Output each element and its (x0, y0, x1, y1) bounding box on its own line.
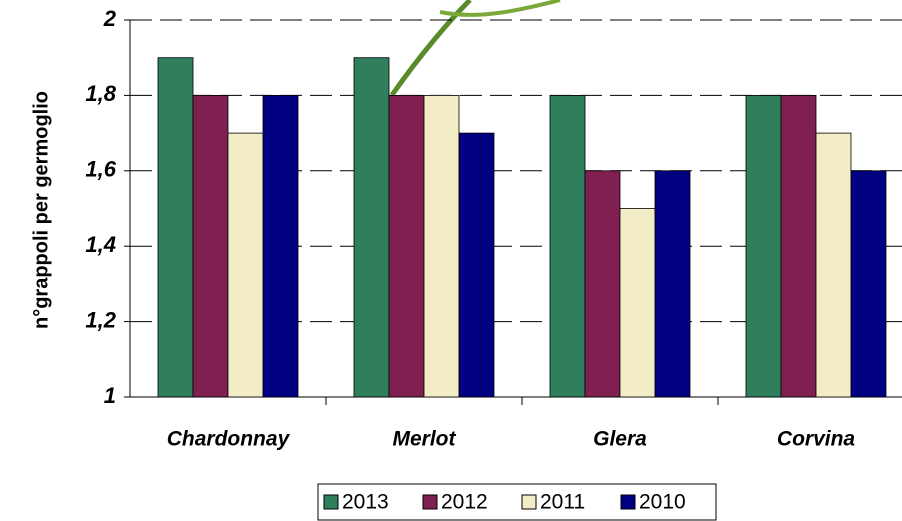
x-tick-label: Merlot (393, 428, 457, 451)
legend-swatch (620, 494, 636, 510)
legend-label: 2013 (342, 491, 389, 514)
y-tick-label: 1,4 (85, 232, 116, 257)
bar (745, 95, 782, 398)
y-tick-label: 1 (104, 383, 116, 408)
legend-label: 2012 (441, 491, 488, 514)
bar (850, 170, 887, 398)
y-tick-label: 1,8 (85, 81, 116, 106)
bar (227, 132, 264, 398)
legend-swatch (521, 494, 537, 510)
legend-swatch (323, 494, 339, 510)
x-tick-label: Chardonnay (167, 428, 291, 451)
bar (192, 95, 229, 398)
y-tick-label: 1,6 (85, 157, 116, 182)
vine-decoration (389, 0, 472, 97)
legend-label: 2011 (540, 491, 585, 514)
bar (353, 57, 390, 398)
x-tick-label: Glera (593, 428, 647, 451)
x-tick-label: Corvina (777, 428, 856, 451)
y-axis-label: n°grappoli per germoglio (30, 91, 52, 329)
y-tick-label: 2 (103, 6, 117, 31)
bar (423, 95, 460, 398)
bar (654, 170, 691, 398)
legend-swatch (422, 494, 438, 510)
y-tick-label: 1,2 (85, 307, 116, 332)
bar (388, 95, 425, 398)
bar (458, 132, 495, 398)
bar (262, 95, 299, 398)
bar (549, 95, 586, 398)
legend-label: 2010 (639, 491, 686, 514)
legend (317, 483, 717, 521)
bar (584, 170, 621, 398)
bar (780, 95, 817, 398)
bar (815, 132, 852, 398)
vine-decoration (439, 0, 561, 17)
bar (157, 57, 194, 398)
bar (619, 208, 656, 398)
